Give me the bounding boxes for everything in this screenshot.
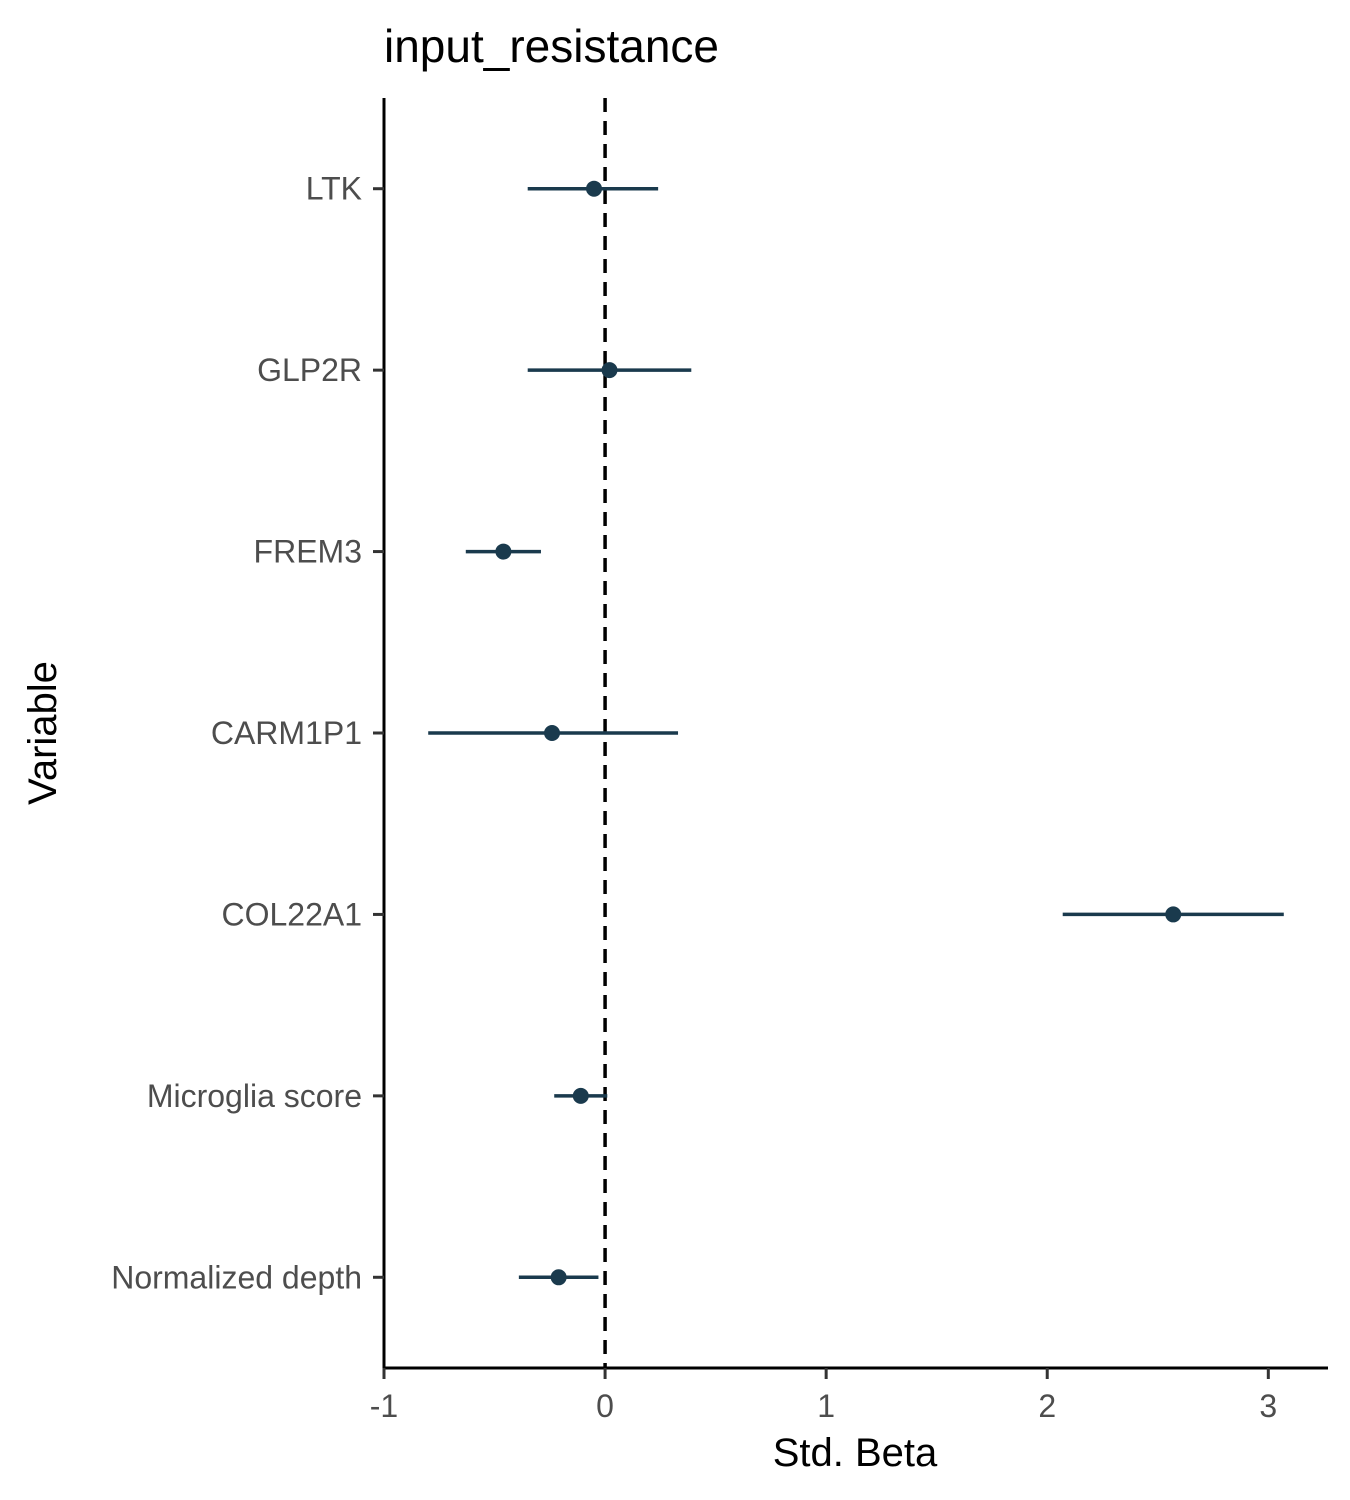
y-tick-label: Normalized depth bbox=[111, 1259, 362, 1295]
x-axis-ticks: -1 0 1 2 3 bbox=[370, 1368, 1277, 1424]
y-tick-label: CARM1P1 bbox=[211, 715, 362, 751]
y-tick-label: GLP2R bbox=[257, 352, 362, 388]
x-tick-label: -1 bbox=[370, 1388, 398, 1424]
plot-area bbox=[428, 98, 1284, 1368]
x-tick-label: 2 bbox=[1038, 1388, 1056, 1424]
x-tick-label: 3 bbox=[1259, 1388, 1277, 1424]
chart-title: input_resistance bbox=[384, 20, 719, 72]
x-tick-label: 0 bbox=[596, 1388, 614, 1424]
x-tick-label: 1 bbox=[817, 1388, 835, 1424]
estimate-point bbox=[586, 180, 603, 197]
estimate-point bbox=[1165, 906, 1182, 923]
estimate-point bbox=[544, 725, 561, 741]
x-axis-title: Std. Beta bbox=[773, 1431, 938, 1475]
estimate-point bbox=[495, 543, 512, 560]
y-tick-label: LTK bbox=[306, 171, 362, 207]
y-tick-label: Microglia score bbox=[147, 1078, 362, 1114]
estimate-point bbox=[572, 1087, 589, 1104]
y-tick-label: COL22A1 bbox=[221, 896, 362, 932]
y-tick-label: FREM3 bbox=[254, 534, 362, 570]
estimate-point bbox=[550, 1269, 567, 1286]
y-axis-ticks: LTK GLP2R FREM3 CARM1P1 COL22A1 Microglia sco… bbox=[111, 171, 384, 1295]
y-axis-title: Variable bbox=[21, 661, 65, 805]
estimate-point bbox=[601, 362, 618, 379]
